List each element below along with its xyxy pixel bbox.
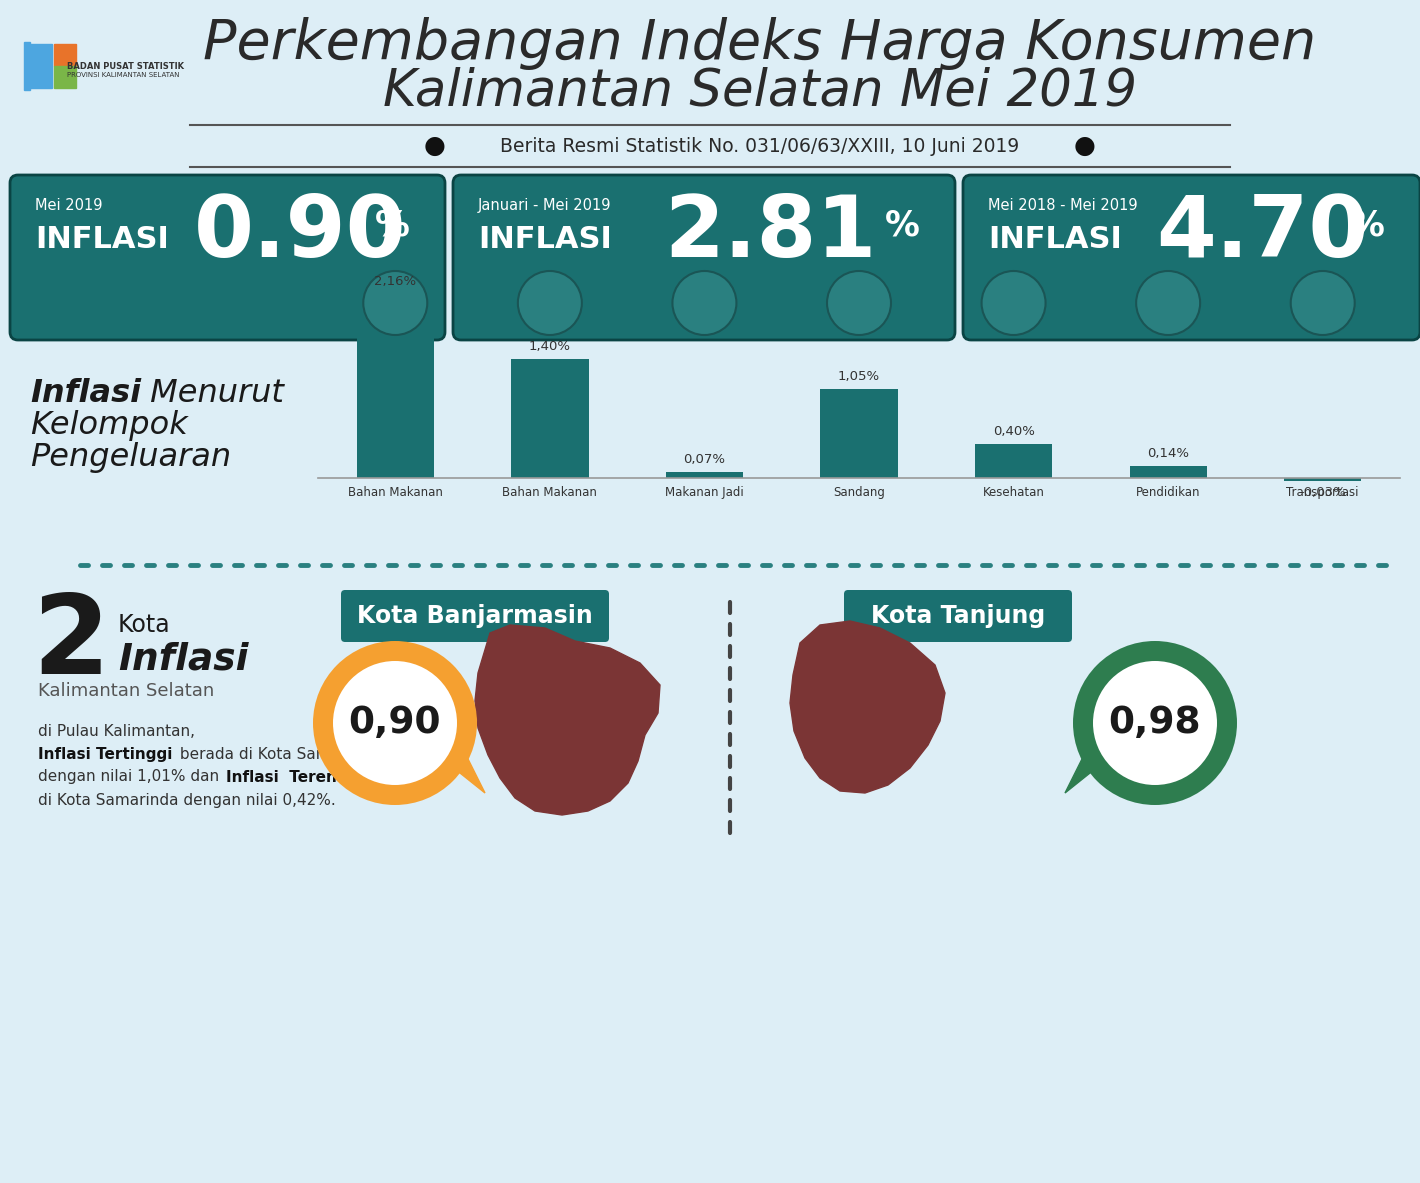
Bar bbox=[511, 358, 588, 478]
Text: -0,03%: -0,03% bbox=[1299, 485, 1346, 498]
Circle shape bbox=[1291, 271, 1355, 335]
Text: Bahan Makanan: Bahan Makanan bbox=[348, 486, 443, 499]
Text: Inflasi Tertinggi: Inflasi Tertinggi bbox=[38, 746, 172, 762]
Text: dengan nilai 1,01% dan: dengan nilai 1,01% dan bbox=[38, 769, 224, 784]
Circle shape bbox=[826, 271, 890, 335]
Text: 2.81: 2.81 bbox=[665, 192, 878, 274]
Bar bbox=[666, 472, 743, 478]
Text: Januari - Mei 2019: Januari - Mei 2019 bbox=[479, 198, 612, 213]
Text: ●: ● bbox=[1074, 134, 1096, 159]
Text: 2,16%: 2,16% bbox=[375, 276, 416, 289]
Bar bbox=[30, 44, 53, 66]
Text: Kota Banjarmasin: Kota Banjarmasin bbox=[356, 605, 594, 628]
Text: Pengeluaran: Pengeluaran bbox=[30, 441, 231, 472]
Text: 0,98: 0,98 bbox=[1109, 705, 1201, 741]
Text: Inflasi: Inflasi bbox=[30, 377, 141, 408]
Text: Perkembangan Indeks Harga Konsumen: Perkembangan Indeks Harga Konsumen bbox=[203, 17, 1316, 70]
Text: Kota Tanjung: Kota Tanjung bbox=[870, 605, 1045, 628]
Text: INFLASI: INFLASI bbox=[36, 225, 169, 254]
Text: INFLASI: INFLASI bbox=[479, 225, 612, 254]
Circle shape bbox=[334, 661, 457, 786]
Text: BADAN PUSAT STATISTIK: BADAN PUSAT STATISTIK bbox=[67, 62, 185, 71]
Text: Berita Resmi Statistik No. 031/06/63/XXIII, 10 Juni 2019: Berita Resmi Statistik No. 031/06/63/XXI… bbox=[500, 136, 1020, 155]
Text: Kota: Kota bbox=[118, 613, 170, 636]
Bar bbox=[54, 66, 77, 88]
Bar bbox=[976, 444, 1052, 478]
Polygon shape bbox=[435, 733, 486, 793]
Circle shape bbox=[1136, 271, 1200, 335]
FancyBboxPatch shape bbox=[10, 175, 444, 340]
Text: Kelompok: Kelompok bbox=[30, 409, 187, 440]
Text: Mei 2019: Mei 2019 bbox=[36, 198, 102, 213]
Text: 0,40%: 0,40% bbox=[993, 425, 1035, 438]
FancyBboxPatch shape bbox=[963, 175, 1420, 340]
Bar bbox=[54, 44, 77, 66]
Text: Kalimantan Selatan Mei 2019: Kalimantan Selatan Mei 2019 bbox=[383, 66, 1137, 116]
Text: di Pulau Kalimantan,: di Pulau Kalimantan, bbox=[38, 724, 195, 738]
Circle shape bbox=[518, 271, 582, 335]
Text: 0,90: 0,90 bbox=[349, 705, 442, 741]
Text: Sandang: Sandang bbox=[834, 486, 885, 499]
Circle shape bbox=[981, 271, 1045, 335]
Bar bbox=[24, 43, 30, 90]
Text: ●: ● bbox=[425, 134, 446, 159]
Text: Pendidikan: Pendidikan bbox=[1136, 486, 1200, 499]
Text: 1,40%: 1,40% bbox=[528, 340, 571, 353]
Circle shape bbox=[1074, 641, 1237, 804]
Text: 0,14%: 0,14% bbox=[1147, 447, 1189, 460]
Text: berada di Kota Sampit: berada di Kota Sampit bbox=[175, 746, 351, 762]
Text: 0,07%: 0,07% bbox=[683, 453, 726, 466]
Polygon shape bbox=[476, 625, 660, 815]
Bar bbox=[1284, 478, 1362, 480]
Text: INFLASI: INFLASI bbox=[988, 225, 1122, 254]
Circle shape bbox=[673, 271, 737, 335]
Bar bbox=[1129, 466, 1207, 478]
Bar bbox=[30, 66, 53, 88]
Circle shape bbox=[1093, 661, 1217, 786]
Text: Inflasi  Terendah: Inflasi Terendah bbox=[226, 769, 369, 784]
Text: Mei 2018 - Mei 2019: Mei 2018 - Mei 2019 bbox=[988, 198, 1137, 213]
Text: Menurut: Menurut bbox=[141, 377, 284, 408]
Text: 0.90: 0.90 bbox=[193, 192, 406, 274]
Text: %: % bbox=[1350, 208, 1384, 243]
Bar bbox=[821, 389, 897, 478]
Text: di Kota Samarinda dengan nilai 0,42%.: di Kota Samarinda dengan nilai 0,42%. bbox=[38, 793, 335, 808]
Text: 2: 2 bbox=[33, 589, 109, 697]
Text: Bahan Makanan: Bahan Makanan bbox=[503, 486, 598, 499]
Circle shape bbox=[312, 641, 477, 804]
Text: Transportasi: Transportasi bbox=[1287, 486, 1359, 499]
Text: 1,05%: 1,05% bbox=[838, 370, 880, 383]
Bar bbox=[356, 295, 435, 478]
Text: Kesehatan: Kesehatan bbox=[983, 486, 1045, 499]
Polygon shape bbox=[1065, 733, 1115, 793]
FancyBboxPatch shape bbox=[453, 175, 956, 340]
Text: %: % bbox=[375, 208, 410, 243]
Text: Makanan Jadi: Makanan Jadi bbox=[665, 486, 744, 499]
Text: %: % bbox=[885, 208, 920, 243]
Text: Kalimantan Selatan: Kalimantan Selatan bbox=[38, 683, 214, 700]
Circle shape bbox=[364, 271, 427, 335]
FancyBboxPatch shape bbox=[843, 590, 1072, 642]
Text: Inflasi: Inflasi bbox=[118, 641, 248, 677]
FancyBboxPatch shape bbox=[341, 590, 609, 642]
Polygon shape bbox=[790, 621, 944, 793]
Text: 4.70: 4.70 bbox=[1156, 192, 1367, 274]
Text: PROVINSI KALIMANTAN SELATAN: PROVINSI KALIMANTAN SELATAN bbox=[67, 72, 179, 78]
